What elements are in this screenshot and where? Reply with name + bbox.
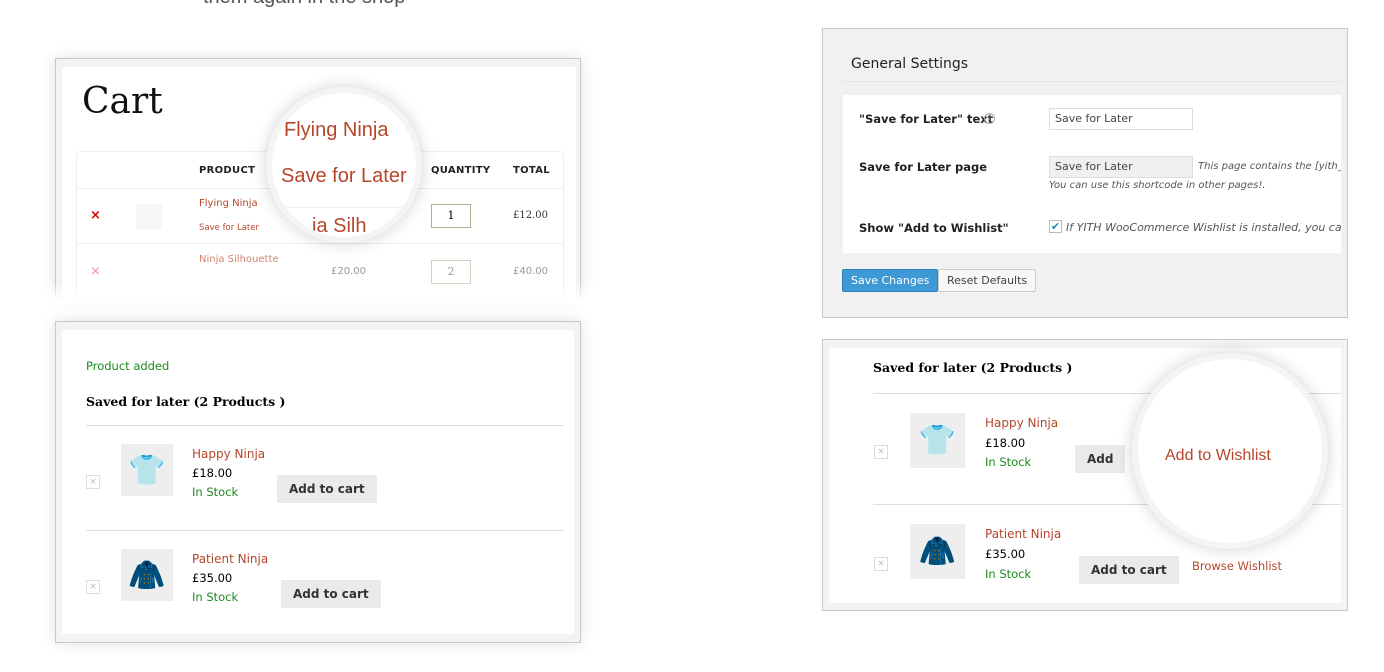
product-thumbnail[interactable]: 👕	[910, 413, 965, 468]
remove-icon[interactable]: ×	[874, 445, 888, 459]
remove-icon[interactable]: ×	[90, 208, 101, 223]
product-price: £35.00	[192, 571, 233, 585]
header-total: TOTAL	[513, 165, 550, 176]
row-total: £40.00	[513, 266, 548, 277]
add-to-cart-button[interactable]: Add	[1075, 445, 1126, 473]
product-thumbnail[interactable]: 👕	[121, 444, 173, 496]
product-link[interactable]: Happy Ninja	[192, 447, 266, 461]
product-link[interactable]: Patient Ninja	[985, 527, 1062, 541]
setting-label: Show "Add to Wishlist"	[859, 221, 1009, 235]
stock-status: In Stock	[985, 567, 1032, 581]
magnified-product: Flying Ninja	[284, 119, 389, 141]
magnifier: Flying Ninja Save for Later ja Silh	[266, 87, 422, 243]
setting-description: You can use this shortcode in other page…	[1049, 180, 1266, 191]
product-price: £18.00	[985, 436, 1026, 450]
add-to-cart-button[interactable]: Add to cart	[281, 580, 381, 608]
add-to-cart-button[interactable]: Add to cart	[1079, 556, 1179, 584]
product-thumbnail[interactable]: 🧥	[121, 549, 173, 601]
save-changes-button[interactable]: Save Changes	[842, 269, 939, 292]
product-link[interactable]: Ninja Silhouette	[199, 254, 279, 265]
magnified-save-link: Save for Later	[281, 165, 407, 187]
product-price: £20.00	[331, 266, 366, 277]
remove-icon[interactable]: ×	[86, 475, 100, 489]
product-link[interactable]: Patient Ninja	[192, 552, 269, 566]
saved-panel-left: Product added Saved for later (2 Product…	[55, 321, 581, 643]
page-select[interactable]: Save for Later	[1049, 156, 1193, 178]
intro-text: them again in the shop	[203, 0, 405, 9]
product-price: £35.00	[985, 547, 1026, 561]
remove-icon[interactable]: ×	[86, 580, 100, 594]
row-total: £12.00	[513, 210, 548, 221]
product-thumbnail[interactable]	[136, 204, 162, 230]
quantity-input[interactable]: 2	[431, 260, 471, 284]
help-icon[interactable]: ?	[984, 113, 995, 124]
fade-overlay	[40, 282, 600, 304]
saved-heading: Saved for later (2 Products )	[86, 394, 286, 409]
reset-defaults-button[interactable]: Reset Defaults	[938, 269, 1037, 292]
wishlist-checkbox[interactable]: ✔	[1049, 220, 1062, 233]
product-price: £18.00	[192, 466, 233, 480]
save-text-input[interactable]: Save for Later	[1049, 108, 1193, 130]
cart-title: Cart	[82, 81, 163, 122]
setting-label: "Save for Later" text	[859, 112, 994, 126]
stock-status: In Stock	[192, 590, 239, 604]
product-thumbnail[interactable]: 🧥	[910, 524, 965, 579]
header-product: PRODUCT	[199, 165, 256, 176]
header-quantity: QUANTITY	[431, 165, 491, 176]
notice: Product added	[86, 359, 170, 373]
stock-status: In Stock	[985, 455, 1032, 469]
product-link[interactable]: Happy Ninja	[985, 416, 1059, 430]
stock-status: In Stock	[192, 485, 239, 499]
add-to-wishlist-link[interactable]: Add to Wishlist	[1165, 447, 1271, 464]
setting-description: If YITH WooCommerce Wishlist is installe…	[1066, 221, 1341, 234]
remove-icon[interactable]: ×	[90, 264, 101, 279]
save-for-later-link[interactable]: Save for Later	[199, 223, 259, 233]
quantity-input[interactable]: 1	[431, 204, 471, 228]
settings-panel: General Settings "Save for Later" text ?…	[822, 28, 1348, 318]
magnifier: Add to Wishlist	[1132, 353, 1328, 549]
settings-title: General Settings	[851, 56, 969, 72]
remove-icon[interactable]: ×	[874, 557, 888, 571]
magnified-next: ja Silh	[312, 215, 367, 237]
setting-description: This page contains the [yith_ws	[1198, 161, 1341, 172]
saved-heading: Saved for later (2 Products )	[873, 360, 1073, 375]
add-to-cart-button[interactable]: Add to cart	[277, 475, 377, 503]
setting-label: Save for Later page	[859, 160, 988, 174]
product-link[interactable]: Flying Ninja	[199, 198, 258, 209]
browse-wishlist-link[interactable]: Browse Wishlist	[1192, 559, 1283, 573]
